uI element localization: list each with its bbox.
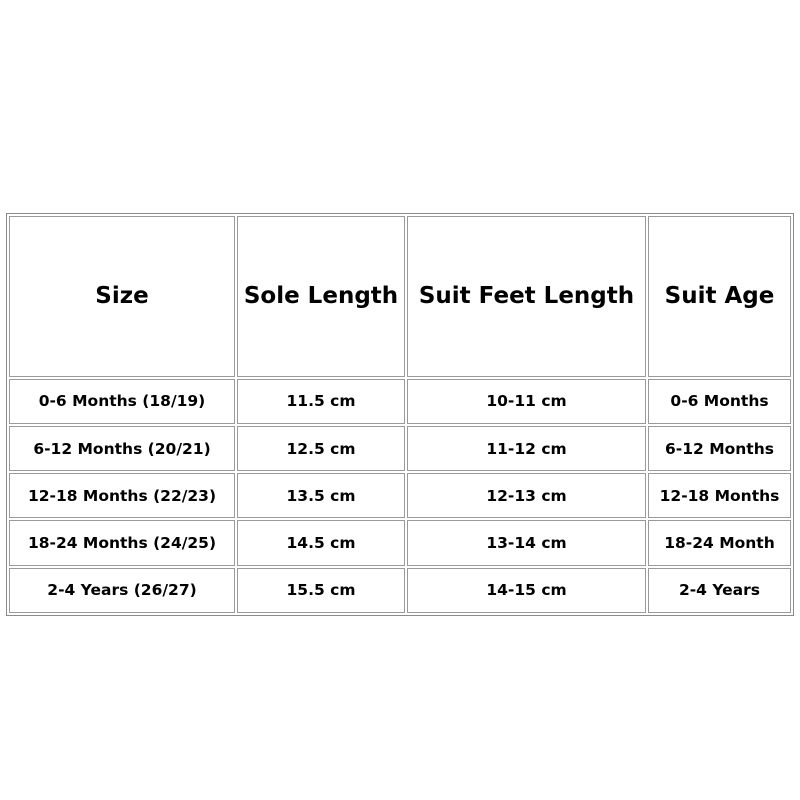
cell-size: 18-24 Months (24/25) [9, 520, 235, 566]
header-suit-age: Suit Age [648, 216, 791, 377]
cell-suit-age: 2-4 Years [648, 567, 791, 613]
cell-suit-age: 0-6 Months [648, 378, 791, 424]
cell-suit-feet-length: 11-12 cm [407, 425, 646, 472]
cell-suit-age: 6-12 Months [648, 425, 791, 472]
cell-suit-feet-length: 14-15 cm [407, 567, 646, 613]
size-chart-table: Size Sole Length Suit Feet Length Suit A… [6, 213, 794, 616]
cell-sole-length: 15.5 cm [237, 567, 405, 613]
header-row: Size Sole Length Suit Feet Length Suit A… [9, 216, 791, 377]
cell-size: 0-6 Months (18/19) [9, 378, 235, 424]
cell-size: 2-4 Years (26/27) [9, 567, 235, 613]
cell-suit-age: 18-24 Month [648, 520, 791, 566]
cell-sole-length: 12.5 cm [237, 425, 405, 472]
table-row: 0-6 Months (18/19) 11.5 cm 10-11 cm 0-6 Mon… [9, 378, 791, 424]
header-suit-feet-length: Suit Feet Length [407, 216, 646, 377]
cell-sole-length: 11.5 cm [237, 378, 405, 424]
cell-sole-length: 14.5 cm [237, 520, 405, 566]
table-row: 6-12 Months (20/21) 12.5 cm 11-12 cm 6-12 M… [9, 425, 791, 472]
header-sole-length: Sole Length [237, 216, 405, 377]
cell-size: 6-12 Months (20/21) [9, 425, 235, 472]
cell-suit-feet-length: 10-11 cm [407, 378, 646, 424]
table-row: 18-24 Months (24/25) 14.5 cm 13-14 cm 18-24… [9, 520, 791, 566]
cell-suit-feet-length: 13-14 cm [407, 520, 646, 566]
cell-sole-length: 13.5 cm [237, 473, 405, 519]
table-row: 2-4 Years (26/27) 15.5 cm 14-15 cm 2-4 Year… [9, 567, 791, 613]
cell-suit-age: 12-18 Months [648, 473, 791, 519]
cell-size: 12-18 Months (22/23) [9, 473, 235, 519]
table-row: 12-18 Months (22/23) 13.5 cm 12-13 cm 12-18… [9, 473, 791, 519]
cell-suit-feet-length: 12-13 cm [407, 473, 646, 519]
header-size: Size [9, 216, 235, 377]
